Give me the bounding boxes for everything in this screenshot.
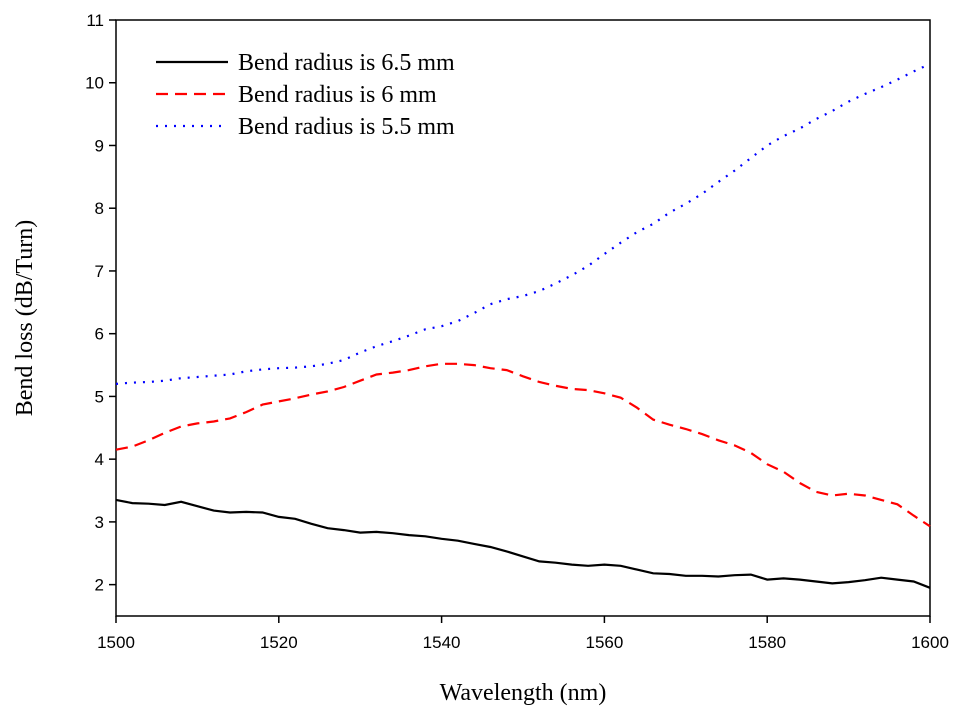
y-axis-label: Bend loss (dB/Turn)	[12, 220, 38, 416]
legend-label: Bend radius is 6 mm	[238, 82, 437, 108]
legend-label: Bend radius is 5.5 mm	[238, 114, 455, 140]
series-line	[115, 62, 931, 385]
series-line	[115, 498, 931, 589]
y-tick-label: 8	[95, 199, 104, 218]
x-tick-label: 1500	[97, 633, 135, 652]
x-tick-label: 1520	[260, 633, 298, 652]
x-tick-label: 1540	[423, 633, 461, 652]
x-axis-label: Wavelength (nm)	[440, 680, 607, 706]
y-tick-label: 6	[95, 325, 104, 344]
y-tick-label: 10	[85, 74, 104, 93]
y-tick-label: 2	[95, 576, 104, 595]
legend-label: Bend radius is 6.5 mm	[238, 50, 455, 76]
y-tick-label: 5	[95, 387, 104, 406]
y-tick-label: 7	[95, 262, 104, 281]
x-tick-label: 1560	[585, 633, 623, 652]
x-tick-label: 1600	[911, 633, 949, 652]
y-tick-label: 9	[95, 136, 104, 155]
y-tick-label: 11	[86, 11, 104, 30]
x-tick-label: 1580	[748, 633, 786, 652]
y-tick-label: 4	[95, 450, 104, 469]
y-tick-label: 3	[95, 513, 104, 532]
plot-frame	[115, 19, 931, 617]
series-line	[115, 362, 931, 528]
